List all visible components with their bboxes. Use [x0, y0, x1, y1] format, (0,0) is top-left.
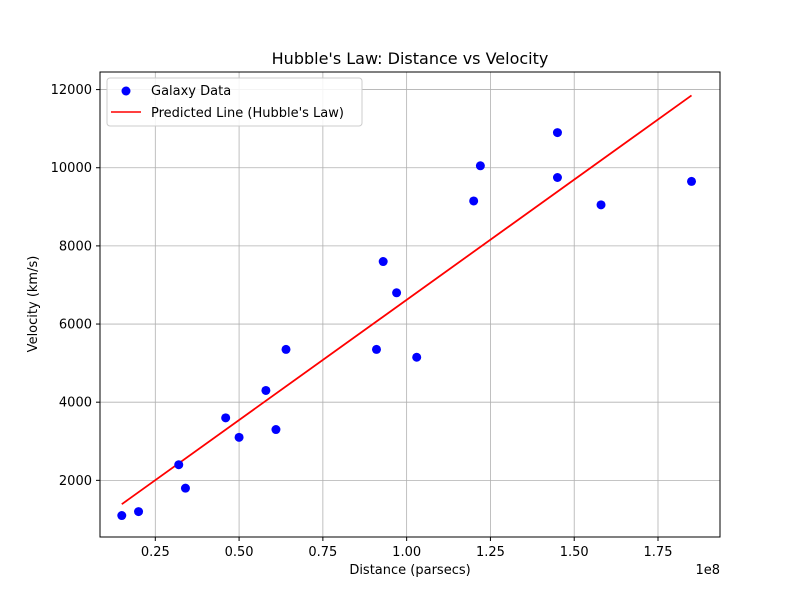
- x-axis-label: Distance (parsecs): [349, 563, 470, 578]
- legend-label-galaxy-data: Galaxy Data: [151, 84, 231, 99]
- grid: [100, 72, 720, 537]
- galaxy-data-point: [174, 460, 184, 470]
- galaxy-data-point: [261, 385, 271, 395]
- x-tick-label: 1.25: [476, 545, 505, 560]
- galaxy-data-point: [469, 196, 479, 206]
- galaxy-data-point: [180, 483, 190, 493]
- y-tick-label: 10000: [51, 161, 92, 176]
- legend-label-predicted-line: Predicted Line (Hubble's Law): [151, 106, 344, 121]
- y-tick-label: 12000: [51, 83, 92, 98]
- y-axis-ticks: 2000 4000 6000 8000 10000 12000: [51, 83, 100, 489]
- y-axis-label: Velocity (km/s): [26, 256, 41, 353]
- plot-area-frame: [99, 71, 721, 538]
- legend: Galaxy Data Predicted Line (Hubble's Law…: [106, 77, 363, 127]
- x-tick-label: 1.00: [392, 545, 421, 560]
- x-tick-label: 0.50: [225, 545, 254, 560]
- point-series-layer: [117, 128, 697, 521]
- chart-title: Hubble's Law: Distance vs Velocity: [272, 49, 549, 68]
- x-tick-label: 1.50: [560, 545, 589, 560]
- galaxy-data-point: [552, 173, 562, 183]
- predicted-line: [121, 94, 693, 505]
- legend-marker-galaxy-data: [121, 86, 131, 96]
- y-tick-label: 2000: [59, 474, 92, 489]
- galaxy-data-point: [475, 161, 485, 171]
- galaxy-data-point: [371, 344, 381, 354]
- x-tick-label: 0.25: [141, 545, 170, 560]
- y-tick-label: 6000: [59, 318, 92, 333]
- galaxy-data-point: [552, 128, 562, 138]
- galaxy-data-point: [392, 288, 402, 298]
- y-tick-label: 8000: [59, 239, 92, 254]
- galaxy-data-point: [271, 425, 281, 435]
- galaxy-data-point: [221, 413, 231, 423]
- galaxy-data-point: [281, 344, 291, 354]
- legend-box: [106, 77, 363, 127]
- galaxy-data-point: [596, 200, 606, 210]
- line-series-layer: [121, 94, 693, 505]
- x-tick-label: 0.75: [308, 545, 337, 560]
- galaxy-data-point: [687, 176, 697, 186]
- y-tick-label: 4000: [59, 396, 92, 411]
- x-axis-ticks: 0.25 0.50 0.75 1.00 1.25 1.50 1.75: [141, 537, 673, 560]
- galaxy-data-point: [412, 352, 422, 362]
- x-axis-offset-text: 1e8: [695, 563, 720, 578]
- galaxy-data-point: [234, 432, 244, 442]
- galaxy-data-point: [378, 257, 388, 267]
- galaxy-data-point: [134, 507, 144, 517]
- x-tick-label: 1.75: [644, 545, 673, 560]
- galaxy-data-point: [117, 511, 127, 521]
